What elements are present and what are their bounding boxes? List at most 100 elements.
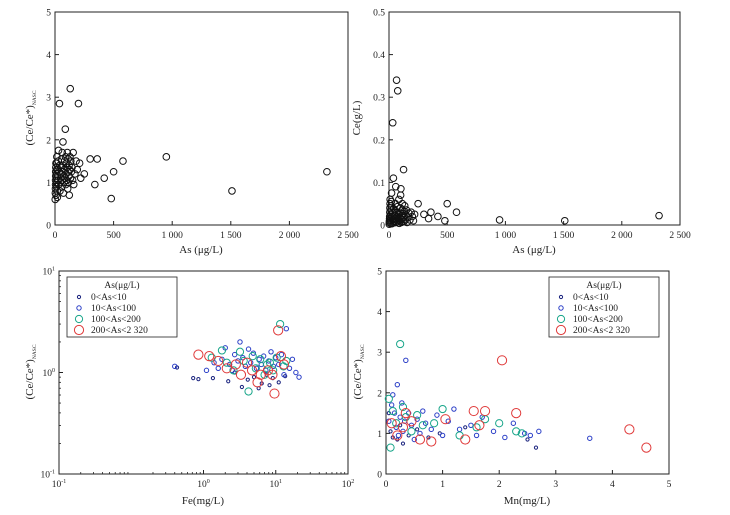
data-point — [239, 384, 244, 390]
data-point — [241, 357, 253, 368]
data-point — [414, 434, 426, 445]
x-tick-label: 5 — [667, 480, 672, 490]
x-axis-label: Mn(mg/L) — [504, 495, 551, 507]
y-tick-label: 1 — [46, 179, 51, 189]
y-tick-label: 4 — [377, 308, 382, 318]
y-tick-label: 5 — [46, 9, 51, 19]
data-point — [269, 388, 280, 399]
data-point — [394, 381, 401, 388]
data-point — [75, 159, 84, 168]
data-point — [388, 406, 397, 416]
data-point — [162, 153, 171, 161]
y-tick-label: 1 — [377, 430, 382, 440]
data-point — [61, 125, 70, 133]
legend-marker — [76, 294, 82, 300]
data-point — [217, 346, 227, 355]
legend-entry-label: 10<As<100 — [573, 304, 618, 314]
y-tick-label: 100 — [43, 368, 56, 379]
y-tick-label: 0.2 — [373, 136, 385, 146]
y-axis-label-main: (Ce/Ce*) — [24, 359, 36, 400]
data-point — [536, 428, 542, 435]
data-point — [203, 367, 210, 374]
data-point — [389, 174, 398, 182]
data-point — [191, 376, 196, 381]
data-point — [66, 84, 75, 93]
y-axis-ticks: 10-1 100 101 — [41, 267, 63, 481]
data-point — [398, 199, 407, 208]
data-point — [267, 369, 278, 380]
data-point — [440, 414, 451, 425]
y-tick-label: 0.3 — [373, 94, 385, 104]
data-point — [479, 405, 491, 417]
data-point — [400, 408, 411, 419]
x-axis-label: As (μg/L) — [179, 244, 223, 256]
data-point — [69, 180, 78, 189]
y-tick-label: 0.1 — [373, 179, 385, 189]
data-point — [281, 372, 287, 378]
data-point — [468, 405, 479, 417]
data-point — [251, 364, 260, 373]
data-point — [76, 174, 85, 182]
data-point — [235, 369, 247, 380]
data-point — [245, 346, 252, 352]
y-tick-label: 3 — [377, 349, 382, 359]
data-point — [248, 352, 257, 361]
data-point — [400, 441, 406, 446]
y-tick-label: 101 — [43, 267, 56, 278]
data-point — [107, 194, 116, 203]
data-point — [323, 167, 331, 176]
x-tick-label: 2 500 — [337, 231, 359, 241]
data-point — [426, 436, 437, 447]
data-point — [86, 155, 94, 163]
data-point — [283, 326, 290, 332]
y-tick-label: 0.4 — [373, 51, 385, 61]
data-point — [420, 210, 428, 219]
y-axis-label-sub: NASC — [360, 344, 366, 359]
panel-top-right: 0 500 1 000 1 500 2 000 2 500 0 0.1 0.2 0.3 0.4 0.… — [351, 9, 691, 257]
legend-entry-label: 0<As<10 — [573, 293, 609, 303]
data-point — [276, 319, 285, 329]
data-point — [399, 165, 408, 174]
legend: As(μg/L) 0<As<1010<As<100100<As<200200<As… — [548, 276, 660, 338]
data-point — [52, 191, 60, 199]
x-tick-label: 1 500 — [553, 231, 575, 241]
legend-marker — [76, 305, 82, 311]
data-point — [456, 426, 463, 433]
data-point — [438, 404, 447, 414]
data-point — [495, 216, 504, 224]
data-point — [441, 216, 449, 225]
data-point — [386, 418, 397, 429]
data-point — [63, 184, 72, 193]
data-point — [65, 191, 74, 199]
panel-bottom-right: 0 1 2 3 4 5 0 1 2 3 4 5 As(μg/L) 0<As<1010<As<10010… — [352, 268, 672, 508]
data-point — [391, 182, 400, 191]
data-point — [387, 197, 396, 206]
data-point — [204, 351, 215, 362]
data-point — [460, 434, 471, 445]
y-axis-label: (Ce/Ce*)NASC — [24, 90, 38, 145]
legend: As(μg/L) 0<As<1010<As<100100<As<200200<As… — [66, 276, 178, 338]
x-tick-label: 101 — [270, 479, 283, 490]
data-point — [119, 157, 127, 165]
data-point — [439, 432, 446, 439]
data-points — [51, 84, 331, 204]
x-tick-label: 1 500 — [220, 231, 242, 241]
data-point — [533, 445, 539, 450]
data-point — [452, 208, 461, 217]
data-point — [54, 146, 63, 155]
x-tick-label: 500 — [440, 231, 455, 241]
data-point — [296, 374, 302, 380]
plot-frame — [388, 11, 681, 226]
data-point — [74, 99, 83, 108]
data-point — [221, 363, 232, 374]
y-tick-label: 4 — [46, 51, 51, 61]
data-point — [276, 361, 282, 368]
data-point — [219, 356, 225, 362]
data-point — [226, 361, 233, 368]
data-point — [403, 357, 409, 364]
data-point — [55, 99, 64, 108]
data-point — [390, 392, 396, 398]
data-point — [472, 423, 481, 432]
data-point — [473, 432, 480, 439]
data-point — [502, 434, 508, 441]
